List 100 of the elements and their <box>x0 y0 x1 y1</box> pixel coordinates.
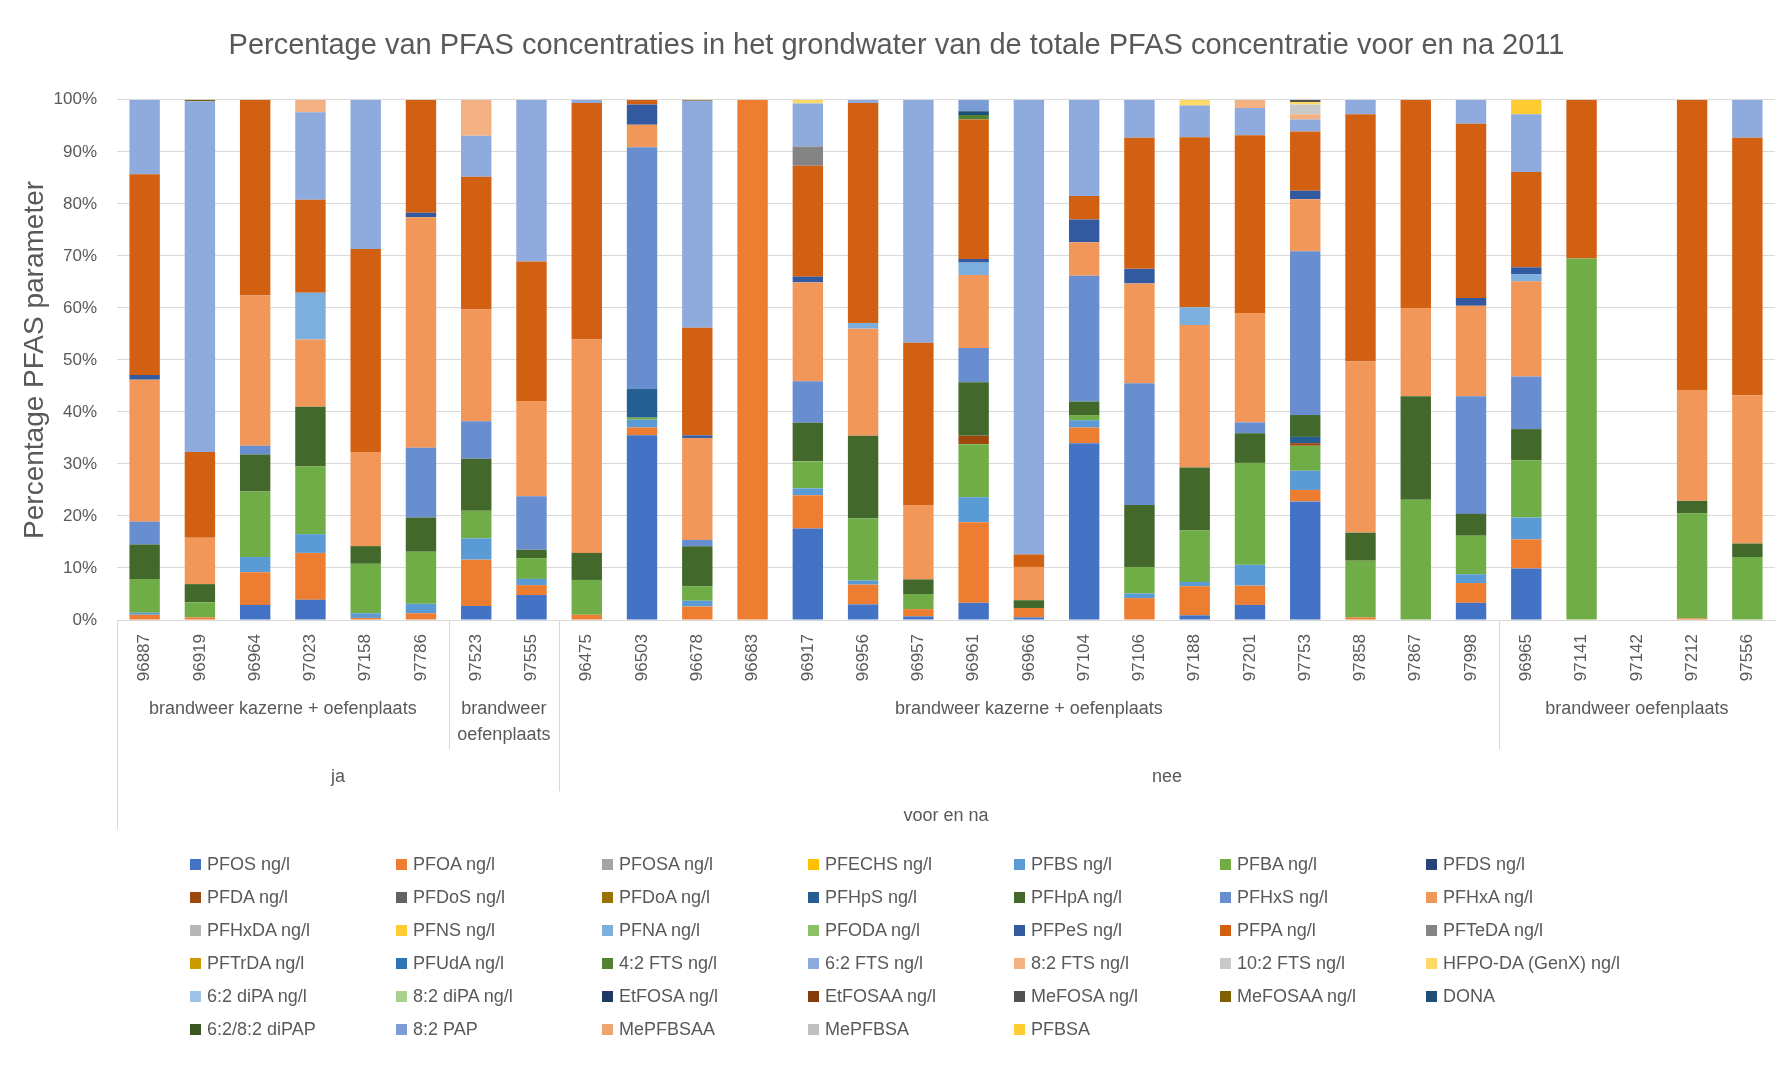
bar <box>516 595 547 620</box>
y-tick-label: 20% <box>62 505 97 525</box>
bar <box>1511 460 1542 518</box>
bar <box>792 381 824 423</box>
legend-label: PFPeS ng/l <box>1031 920 1123 941</box>
legend-label: 6:2 FTS ng/l <box>825 953 924 974</box>
bar <box>1068 420 1100 428</box>
bar <box>1179 586 1210 616</box>
text: brandweer oefenplaats <box>1545 698 1729 719</box>
bar <box>792 146 824 166</box>
y-tick-label: 80% <box>62 193 97 213</box>
bar <box>1068 275 1100 402</box>
bar <box>1290 114 1321 120</box>
x-tick-label: 96956 <box>852 634 872 682</box>
legend-label: PFODA ng/l <box>825 920 921 941</box>
bar <box>1234 422 1266 434</box>
bar <box>129 99 160 175</box>
x-tick-label: 96965 <box>1515 634 1535 682</box>
bar <box>958 275 989 348</box>
bar <box>461 559 492 606</box>
legend-label: PFBSA <box>1031 1019 1091 1040</box>
legend-label: PFDoA ng/l <box>619 887 711 908</box>
bar <box>1068 99 1100 197</box>
bar <box>847 584 879 605</box>
bar <box>682 437 713 540</box>
x-tick-label: 97523 <box>465 634 485 682</box>
bar <box>792 495 824 529</box>
bar <box>1511 281 1542 377</box>
bar <box>958 99 989 112</box>
bar <box>405 551 437 604</box>
bar <box>1345 532 1376 561</box>
bar <box>1511 429 1542 461</box>
bar <box>682 546 713 587</box>
bar <box>571 614 602 620</box>
bar <box>1013 600 1045 609</box>
bar <box>958 111 989 115</box>
bar <box>1179 615 1210 620</box>
bar <box>1290 104 1321 115</box>
bar <box>1124 566 1155 594</box>
bar <box>1290 436 1321 444</box>
bar <box>1566 258 1597 620</box>
bar <box>1732 99 1763 138</box>
bar <box>1511 568 1542 620</box>
bar <box>958 602 989 620</box>
bar <box>1345 560 1376 618</box>
bar <box>1511 114 1542 173</box>
text: ja <box>330 766 347 787</box>
x-tick-label: 96919 <box>189 634 209 682</box>
bar <box>184 537 216 585</box>
text: nee <box>1152 766 1183 787</box>
bar <box>1068 219 1100 243</box>
bar <box>1676 99 1708 391</box>
bar <box>1290 131 1321 191</box>
bar <box>1234 604 1266 620</box>
y-axis-title: Percentage PFAS parameter <box>17 180 49 539</box>
chart-title: Percentage van PFAS concentraties in het grondwater van de totale PFAS concentratie voor en na 2011 <box>228 28 1565 61</box>
bar <box>682 586 713 601</box>
text: brandweer oefenplaats <box>457 698 551 745</box>
bar <box>129 174 160 375</box>
bar <box>405 447 437 518</box>
bar <box>1013 554 1045 567</box>
bar <box>1511 517 1542 540</box>
bar <box>903 342 934 506</box>
bar <box>958 382 989 436</box>
x-tick-label: 97141 <box>1571 634 1591 682</box>
bar <box>1511 274 1542 282</box>
bar <box>792 422 824 462</box>
bar <box>571 99 602 103</box>
text: voor en na <box>903 805 990 826</box>
bar <box>1290 501 1321 620</box>
x-tick-label: 96503 <box>631 634 651 682</box>
x-tick-label: 96957 <box>908 634 928 682</box>
bar <box>295 552 326 600</box>
legend-label: PFDoS ng/l <box>413 887 506 908</box>
bar <box>626 104 658 125</box>
legend-label: 6:2 diPA ng/l <box>207 986 307 1007</box>
legend-label: PFHxS ng/l <box>1237 887 1329 908</box>
bar <box>461 176 492 310</box>
bar <box>903 616 934 620</box>
bar <box>239 454 271 492</box>
bar <box>571 339 602 553</box>
bar <box>682 606 713 620</box>
legend-label: PFBA ng/l <box>1237 854 1318 875</box>
bar <box>1179 105 1210 138</box>
bar <box>461 99 492 136</box>
bar <box>350 249 381 452</box>
legend-label: 4:2 FTS ng/l <box>619 953 718 974</box>
bar <box>350 451 381 547</box>
bar <box>1455 602 1487 620</box>
legend-label: PFOS ng/l <box>207 854 291 875</box>
bar <box>295 599 326 620</box>
bar <box>847 580 879 585</box>
bar <box>1511 99 1542 115</box>
bar <box>626 147 658 390</box>
x-tick-label: 97556 <box>1737 634 1757 682</box>
bar <box>847 328 879 436</box>
x-tick-label: 96964 <box>244 634 264 682</box>
bar <box>847 322 879 329</box>
bar <box>1345 114 1376 362</box>
bar <box>792 461 824 489</box>
